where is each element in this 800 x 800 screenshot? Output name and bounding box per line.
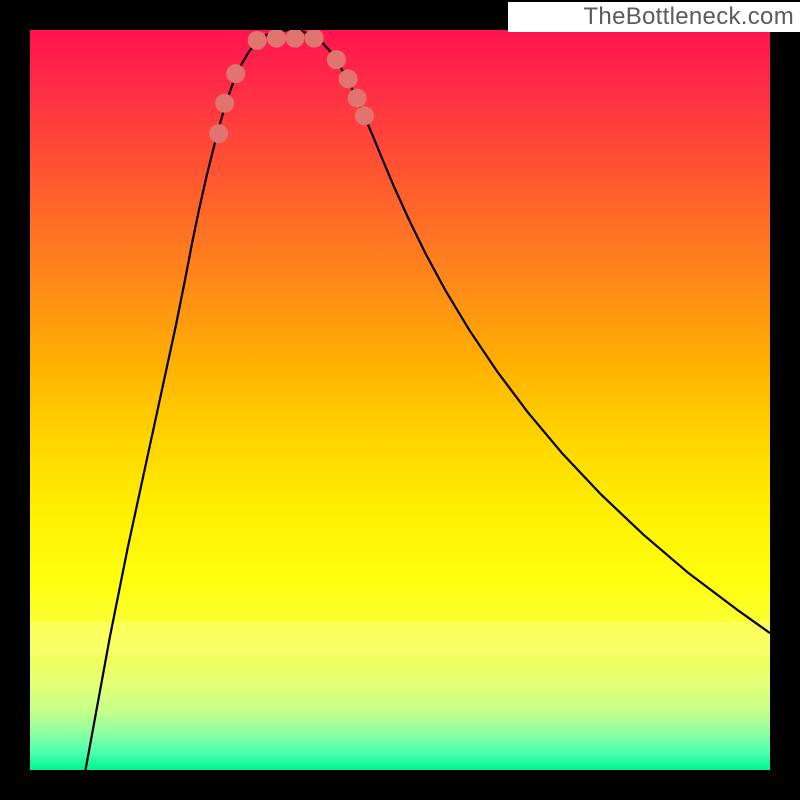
- marker-point: [267, 30, 285, 47]
- curve-left-branch: [86, 30, 290, 770]
- marker-point: [348, 89, 366, 107]
- marker-point: [248, 31, 266, 49]
- watermark-label: TheBottleneck.com: [508, 2, 800, 32]
- marker-point: [305, 30, 323, 47]
- marker-point: [339, 70, 357, 88]
- marker-point: [227, 65, 245, 83]
- marker-point: [355, 107, 373, 125]
- marker-point: [216, 94, 234, 112]
- marker-point: [327, 51, 345, 69]
- plot-area: [30, 30, 770, 770]
- marker-point: [286, 30, 304, 47]
- chart-frame: [0, 0, 800, 800]
- bottleneck-curve: [30, 30, 770, 770]
- marker-point: [210, 125, 228, 143]
